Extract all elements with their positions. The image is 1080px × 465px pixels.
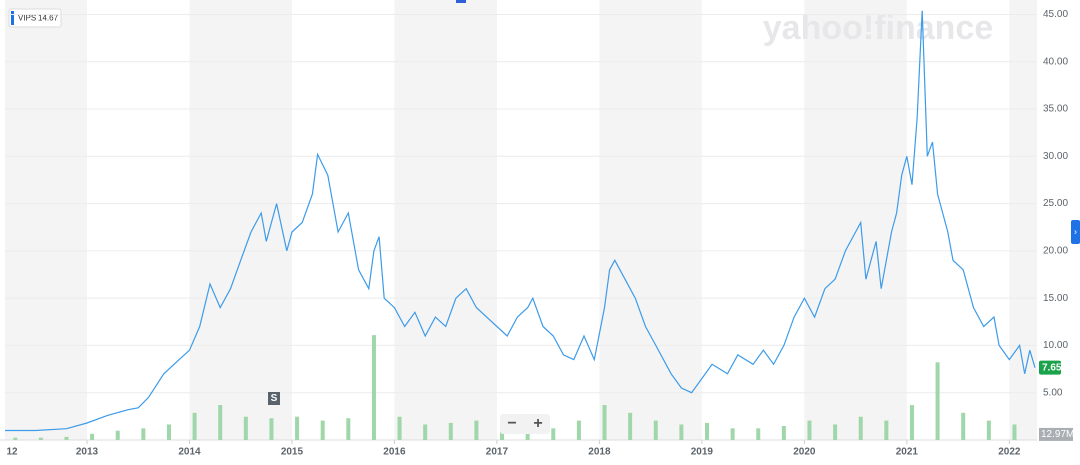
year-band [5, 0, 87, 440]
volume-bar [320, 420, 325, 440]
x-tick-label: 2014 [178, 447, 201, 458]
volume-bar [90, 433, 95, 440]
volume-bar [115, 430, 120, 440]
side-toggle-icon: › [1074, 226, 1077, 236]
event-marker-box [268, 392, 280, 405]
volume-bar [346, 418, 351, 440]
x-tick-label: 2017 [486, 447, 509, 458]
legend-value: 14.67 [38, 14, 59, 23]
y-tick-label: 15.00 [1043, 293, 1068, 304]
volume-bar [1012, 424, 1017, 440]
volume-bar [986, 420, 991, 440]
year-band [1009, 0, 1037, 440]
volume-bar [807, 420, 812, 440]
volume-bar [64, 436, 69, 440]
volume-bar [705, 422, 710, 440]
volume-bar [884, 420, 889, 440]
volume-bar [628, 412, 633, 440]
range-handle[interactable] [456, 0, 466, 3]
volume-bar [13, 437, 18, 440]
volume-bar [269, 418, 274, 440]
volume-bar [602, 405, 607, 440]
y-tick-label: 10.00 [1043, 340, 1068, 351]
zoom-in[interactable]: + [533, 415, 542, 432]
volume-bar [192, 412, 197, 440]
last-price-flag [1039, 360, 1061, 375]
year-band [804, 0, 907, 440]
zoom-out[interactable]: − [507, 415, 516, 432]
volume-bar [448, 422, 453, 440]
y-tick-label: 30.00 [1043, 151, 1068, 162]
price-line [5, 10, 1036, 432]
y-tick-label: 25.00 [1043, 198, 1068, 209]
volume-bar [38, 437, 43, 440]
year-band [394, 0, 497, 440]
side-toggle[interactable] [1071, 220, 1080, 244]
last-volume-label: 12.97M [1041, 429, 1074, 440]
watermark: yahoo!finance [763, 9, 993, 47]
volume-bar [295, 416, 300, 440]
x-tick-label: 2020 [793, 447, 816, 458]
last-price-label: 7.65 [1042, 362, 1062, 373]
legend-swatch [11, 11, 14, 25]
background [5, 0, 1037, 440]
volume-bar [218, 405, 223, 440]
zoom-panel[interactable] [500, 414, 550, 434]
volume-bar [243, 416, 248, 440]
volume-bar [551, 428, 556, 440]
legend-box [8, 8, 62, 28]
year-band [599, 0, 702, 440]
year-band [189, 0, 292, 440]
legend-symbol: VIPS [18, 14, 36, 23]
y-tick-label: 45.00 [1043, 9, 1068, 20]
volume-bar [141, 428, 146, 440]
volume-bar [653, 420, 658, 440]
volume-bar [858, 416, 863, 440]
x-tick-label: 2019 [691, 447, 714, 458]
volume-bar [423, 424, 428, 440]
y-tick-label: 40.00 [1043, 56, 1068, 67]
x-tick-label: 12 [6, 447, 18, 458]
y-tick-label: 5.00 [1043, 387, 1063, 398]
volume-bar [166, 424, 171, 440]
y-tick-label: 35.00 [1043, 104, 1068, 115]
volume-bar [371, 335, 376, 440]
y-tick-label: 20.00 [1043, 246, 1068, 257]
x-tick-label: 2015 [281, 447, 304, 458]
volume-bar [961, 412, 966, 440]
volume-bar [756, 428, 761, 440]
volume-bar [909, 405, 914, 440]
event-marker: S [271, 393, 278, 404]
x-tick-label: 2016 [383, 447, 406, 458]
volume-bar [781, 426, 786, 440]
x-tick-label: 2022 [998, 447, 1021, 458]
x-tick-label: 2018 [588, 447, 611, 458]
volume-bar [474, 420, 479, 440]
volume-bar [935, 362, 940, 440]
volume-bar [397, 416, 402, 440]
volume-bar [679, 424, 684, 440]
volume-bar [833, 424, 838, 440]
volume-bar [730, 428, 735, 440]
volume-bar [576, 420, 581, 440]
x-tick-label: 2021 [896, 447, 919, 458]
x-tick-label: 2013 [76, 447, 99, 458]
last-volume-flag [1039, 427, 1073, 441]
